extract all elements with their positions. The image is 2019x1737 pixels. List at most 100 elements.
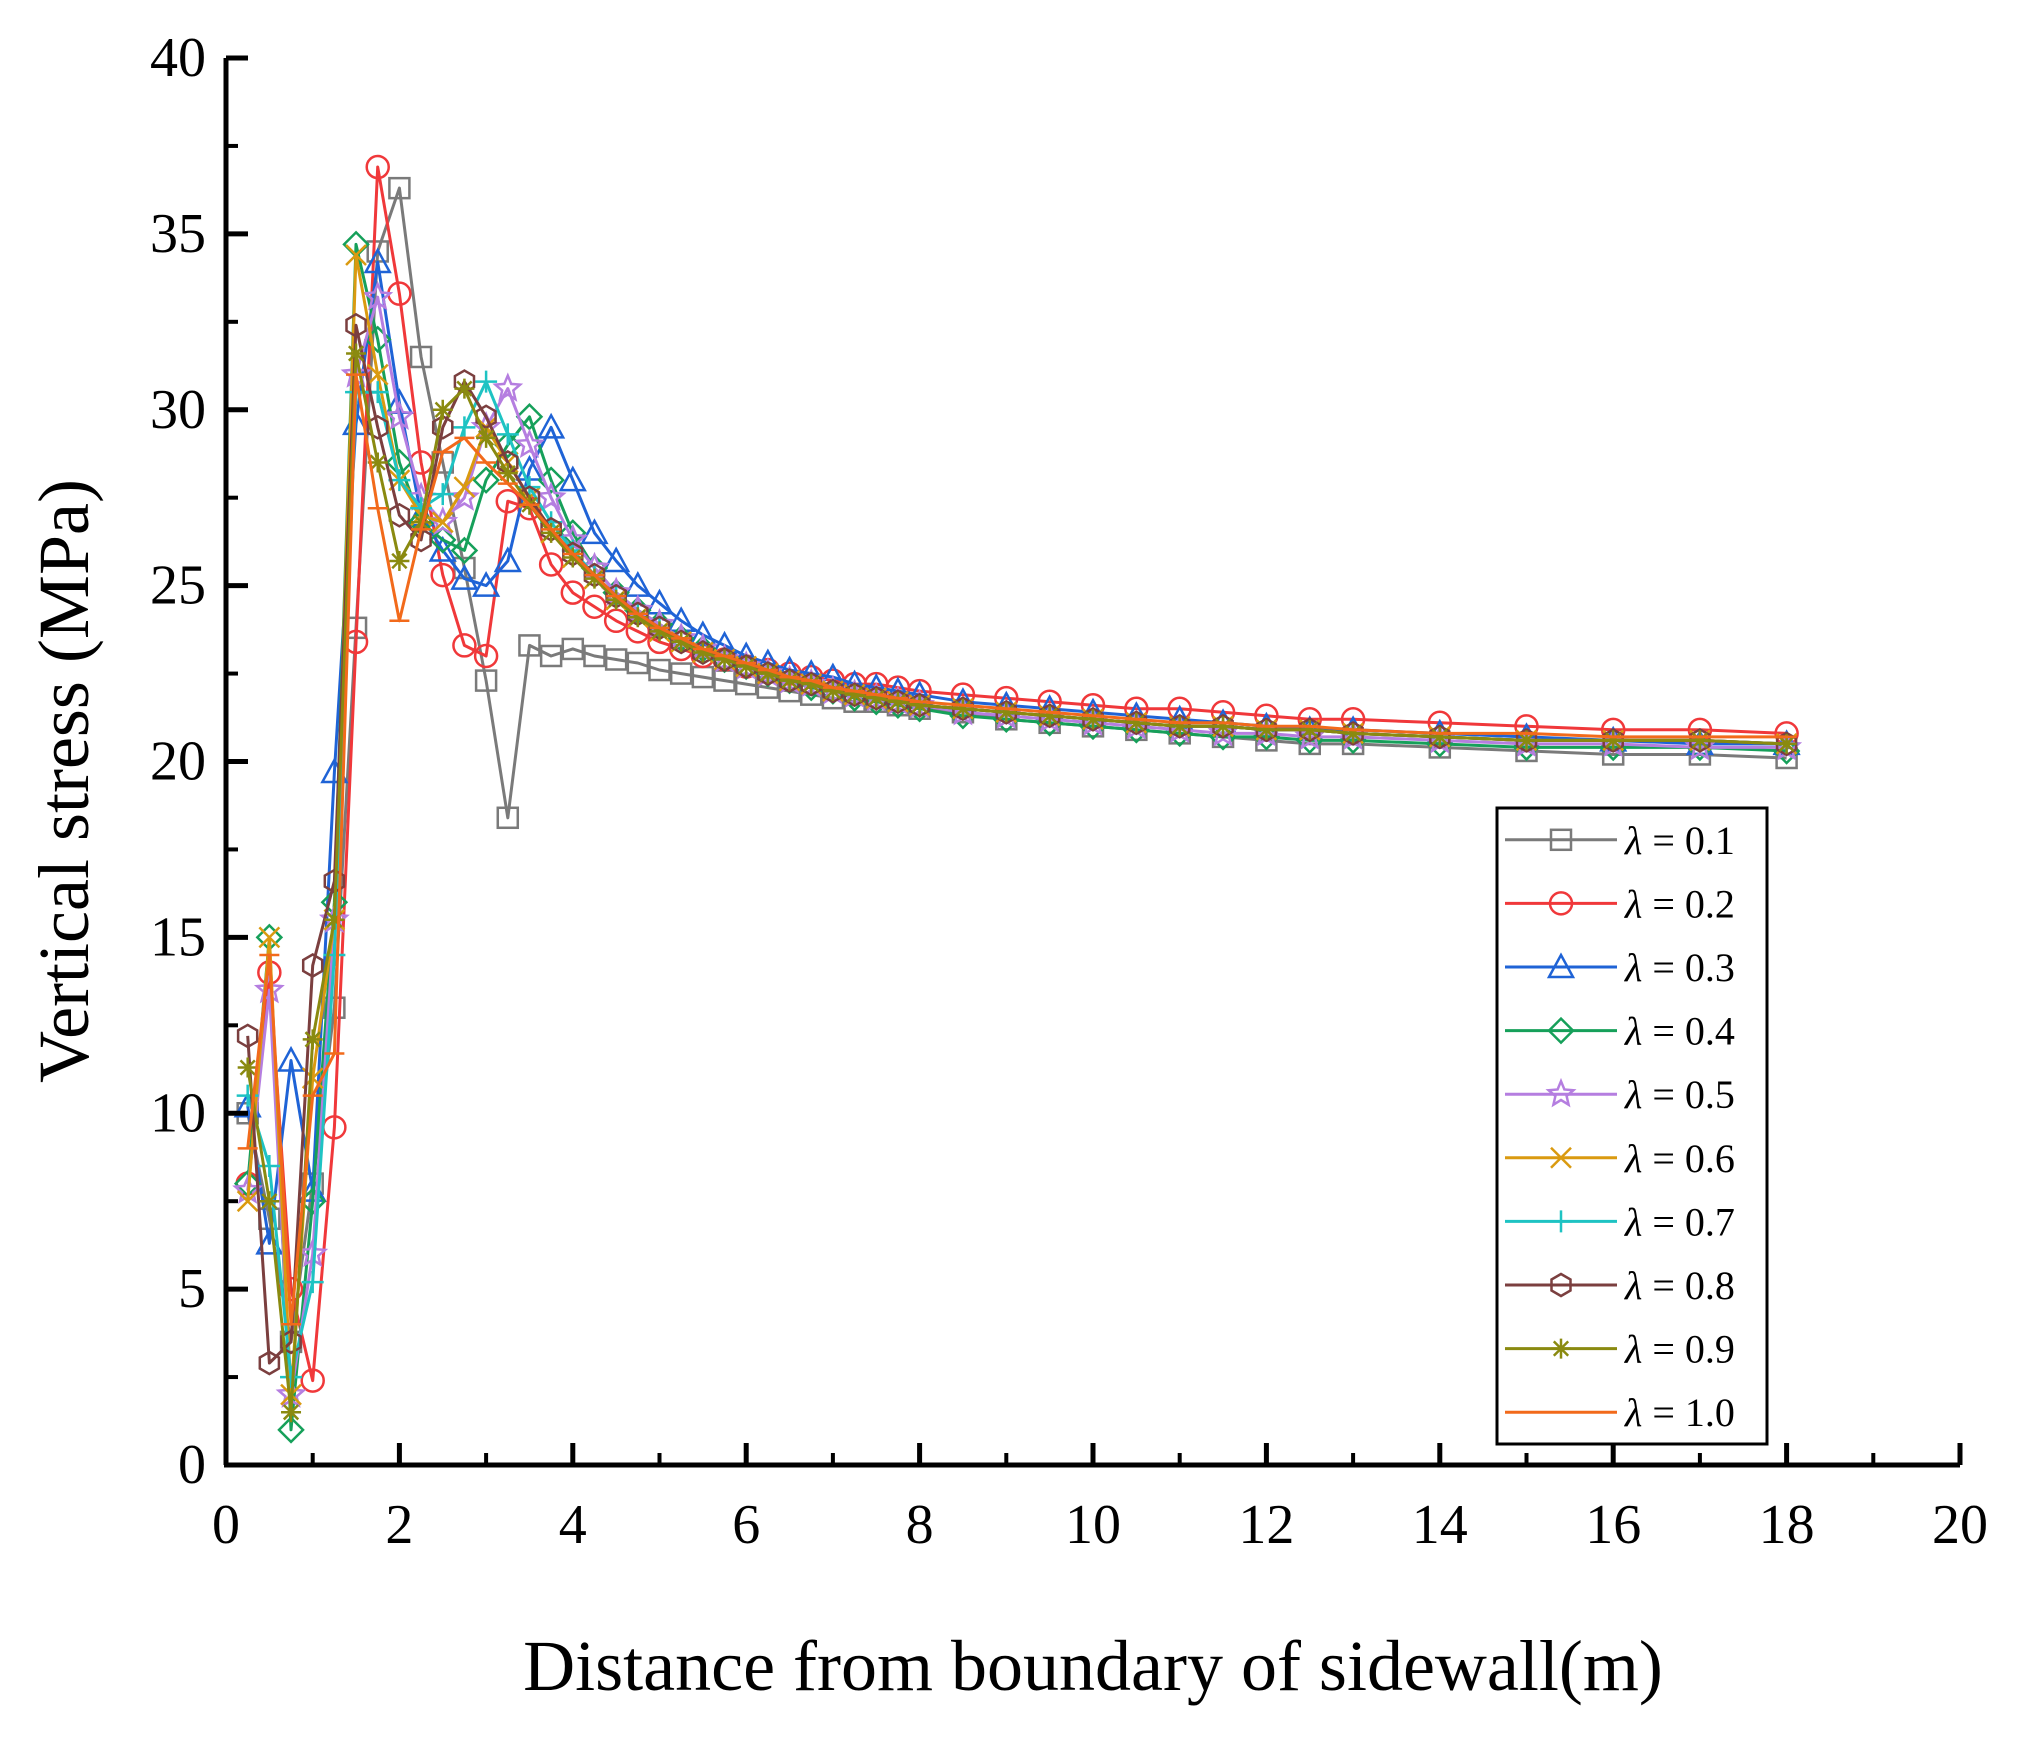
x-tick-label: 8 bbox=[906, 1494, 934, 1556]
data-point bbox=[627, 607, 648, 628]
data-point bbox=[448, 481, 480, 511]
data-point bbox=[276, 1045, 306, 1072]
data-point bbox=[388, 176, 411, 200]
data-point bbox=[1689, 727, 1711, 753]
data-point bbox=[1550, 1272, 1572, 1298]
data-point bbox=[1039, 705, 1060, 726]
legend-symbol: λ bbox=[1624, 1009, 1642, 1054]
data-point bbox=[822, 681, 843, 702]
legend-value: = 0.9 bbox=[1642, 1327, 1735, 1372]
data-point bbox=[1551, 1338, 1571, 1359]
data-point bbox=[410, 527, 432, 553]
data-point bbox=[496, 806, 520, 830]
legend-item: λ = 0.8 bbox=[1505, 1263, 1735, 1308]
legend-symbol: λ bbox=[1624, 1390, 1642, 1435]
data-point bbox=[602, 546, 631, 573]
data-point bbox=[409, 345, 433, 369]
legend-symbol: λ bbox=[1624, 818, 1642, 863]
data-point bbox=[258, 1155, 281, 1178]
legend: λ = 0.1λ = 0.2λ = 0.3λ = 0.4λ = 0.5λ = 0… bbox=[1495, 806, 1769, 1446]
legend-symbol: λ bbox=[1624, 881, 1642, 926]
x-tick-label: 4 bbox=[559, 1494, 587, 1556]
x-tick-label: 0 bbox=[212, 1494, 240, 1556]
data-point bbox=[430, 562, 455, 588]
legend-symbol: λ bbox=[1624, 1199, 1642, 1244]
legend-label: λ = 0.4 bbox=[1624, 1009, 1735, 1054]
data-point bbox=[236, 1023, 259, 1049]
data-point bbox=[714, 649, 735, 670]
y-tick-label: 15 bbox=[150, 906, 206, 968]
x-axis-title: Distance from boundary of sidewall(m) bbox=[523, 1626, 1663, 1706]
data-point bbox=[345, 244, 367, 266]
legend-label: λ = 0.2 bbox=[1624, 881, 1735, 926]
data-point bbox=[582, 594, 607, 619]
x-tick-label: 2 bbox=[385, 1494, 413, 1556]
legend-item: λ = 0.6 bbox=[1505, 1136, 1735, 1181]
data-point bbox=[692, 642, 713, 663]
data-point bbox=[757, 663, 778, 684]
x-tick-label: 10 bbox=[1065, 1494, 1121, 1556]
y-tick-label: 40 bbox=[150, 27, 206, 89]
data-point bbox=[515, 403, 544, 431]
data-point bbox=[453, 476, 476, 499]
legend-value: = 0.6 bbox=[1642, 1136, 1735, 1181]
data-point bbox=[887, 691, 908, 712]
data-point bbox=[1298, 717, 1321, 743]
legend-item: λ = 0.4 bbox=[1505, 1009, 1735, 1054]
data-point bbox=[428, 535, 457, 562]
data-point bbox=[909, 695, 930, 716]
data-point bbox=[1429, 724, 1451, 750]
legend-label: λ = 0.5 bbox=[1624, 1072, 1735, 1117]
data-point bbox=[496, 423, 519, 446]
data-point bbox=[1602, 727, 1624, 753]
data-point bbox=[844, 684, 865, 705]
legend-label: λ = 0.8 bbox=[1624, 1263, 1735, 1308]
data-point bbox=[475, 370, 498, 393]
data-point bbox=[492, 372, 524, 402]
legend-item: λ = 0.9 bbox=[1505, 1327, 1735, 1372]
data-point bbox=[1126, 712, 1147, 733]
x-tick-label: 6 bbox=[732, 1494, 760, 1556]
data-point bbox=[538, 552, 564, 577]
y-tick-label: 25 bbox=[150, 555, 206, 617]
data-point bbox=[259, 1191, 280, 1212]
data-point bbox=[801, 674, 822, 695]
data-point bbox=[669, 662, 693, 685]
legend-value: = 1.0 bbox=[1642, 1390, 1735, 1435]
data-point bbox=[1212, 713, 1234, 739]
data-point bbox=[300, 1368, 325, 1393]
data-point bbox=[432, 399, 453, 420]
data-point bbox=[346, 343, 367, 364]
data-point bbox=[493, 546, 522, 573]
data-point bbox=[1545, 1077, 1577, 1108]
data-point bbox=[1213, 716, 1234, 737]
data-point bbox=[345, 312, 367, 338]
data-point bbox=[476, 427, 497, 448]
y-tick-label: 10 bbox=[150, 1082, 206, 1144]
data-point bbox=[258, 926, 281, 949]
data-point bbox=[389, 551, 410, 572]
legend-symbol: λ bbox=[1624, 1263, 1642, 1308]
y-tick-label: 5 bbox=[178, 1258, 206, 1320]
data-point bbox=[558, 465, 587, 492]
data-point bbox=[475, 404, 497, 430]
data-point bbox=[388, 502, 411, 528]
legend-label: λ = 0.6 bbox=[1624, 1136, 1735, 1181]
data-point bbox=[560, 580, 586, 605]
data-point bbox=[383, 400, 415, 430]
legend-value: = 0.2 bbox=[1642, 881, 1735, 926]
axes-layer: 0 2 4 6 8 10 12 14 16 18 20 0 5 10 15 20 25 30 35 40 bbox=[150, 27, 1988, 1556]
data-point bbox=[603, 608, 629, 634]
data-point bbox=[1083, 709, 1103, 730]
data-point bbox=[541, 522, 562, 543]
series-10 bbox=[237, 373, 1797, 1326]
x-tick-label: 18 bbox=[1759, 1494, 1815, 1556]
data-point bbox=[866, 688, 887, 709]
data-point bbox=[324, 909, 345, 930]
data-point bbox=[671, 631, 692, 652]
data-point bbox=[471, 571, 501, 597]
data-point bbox=[302, 1029, 323, 1050]
legend-symbol: λ bbox=[1624, 1327, 1642, 1372]
